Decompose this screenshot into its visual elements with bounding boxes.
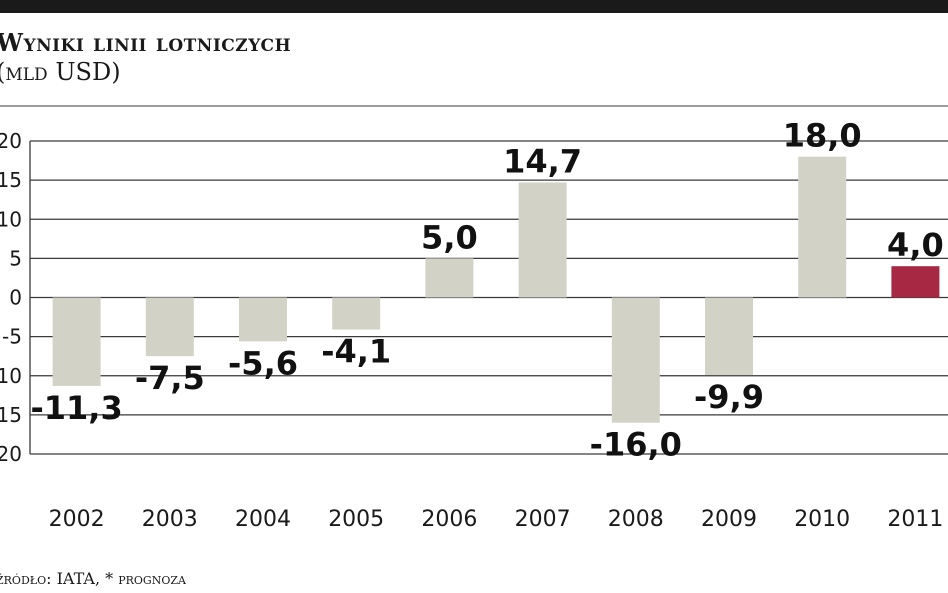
bar-2003 [145,297,194,357]
bar-2007 [518,182,567,298]
y-tick-label: -5 [2,325,22,349]
chart-title: Wyniki linii lotniczych [0,28,292,57]
data-label-2005: -4,1 [321,333,391,371]
data-labels: -11,3 -7,5 -5,6 -4,1 5,0 14,7 -16,0 -9,9 18,0 4,0 [30,117,943,464]
x-tick-label: 2008 [608,507,664,532]
data-label-2007: 14,7 [503,142,582,180]
y-axis-ticks: 20 15 10 5 0 -5 -10 -15 -20 [0,129,22,466]
x-axis-ticks: 2002 2003 2004 2005 2006 2007 2008 2009 2010 2011 [49,507,944,532]
x-tick-label: 2006 [421,507,477,532]
x-tick-label: 2003 [142,507,198,532]
y-tick-label: 10 [0,207,22,231]
data-label-2009: -9,9 [694,378,764,416]
y-tick-label: 0 [9,286,22,310]
data-label-2011: 4,0 [887,226,944,264]
chart-subtitle: (mld USD) [0,58,121,86]
bar-2010 [798,156,847,298]
y-tick-label: -20 [0,442,22,466]
y-tick-label: 15 [0,168,22,192]
x-tick-label: 2011 [887,507,943,532]
bars [52,156,940,423]
x-tick-label: 2004 [235,507,291,532]
y-tick-label: -15 [0,403,22,427]
data-label-2002: -11,3 [30,389,122,427]
y-tick-label: 5 [9,246,22,270]
source-note: źródło: IATA, * prognoza [0,569,186,588]
x-tick-label: 2005 [328,507,384,532]
bar-2005 [332,297,381,330]
x-tick-label: 2002 [49,507,105,532]
top-bar [0,0,948,13]
data-label-2010: 18,0 [783,117,862,155]
bar-2008 [611,297,660,423]
x-tick-label: 2009 [701,507,757,532]
x-tick-label: 2007 [515,507,571,532]
y-tick-label: 20 [0,129,22,153]
data-label-2004: -5,6 [228,344,298,382]
data-label-2008: -16,0 [590,426,682,464]
y-tick-label: -10 [0,364,22,388]
data-label-2003: -7,5 [135,359,205,397]
bar-2004 [239,297,287,342]
bar-2011 [891,266,940,298]
bar-2009 [705,297,753,375]
data-label-2006: 5,0 [421,218,478,256]
x-tick-label: 2010 [794,507,850,532]
bar-2002 [52,297,101,386]
bar-2006 [425,258,474,298]
